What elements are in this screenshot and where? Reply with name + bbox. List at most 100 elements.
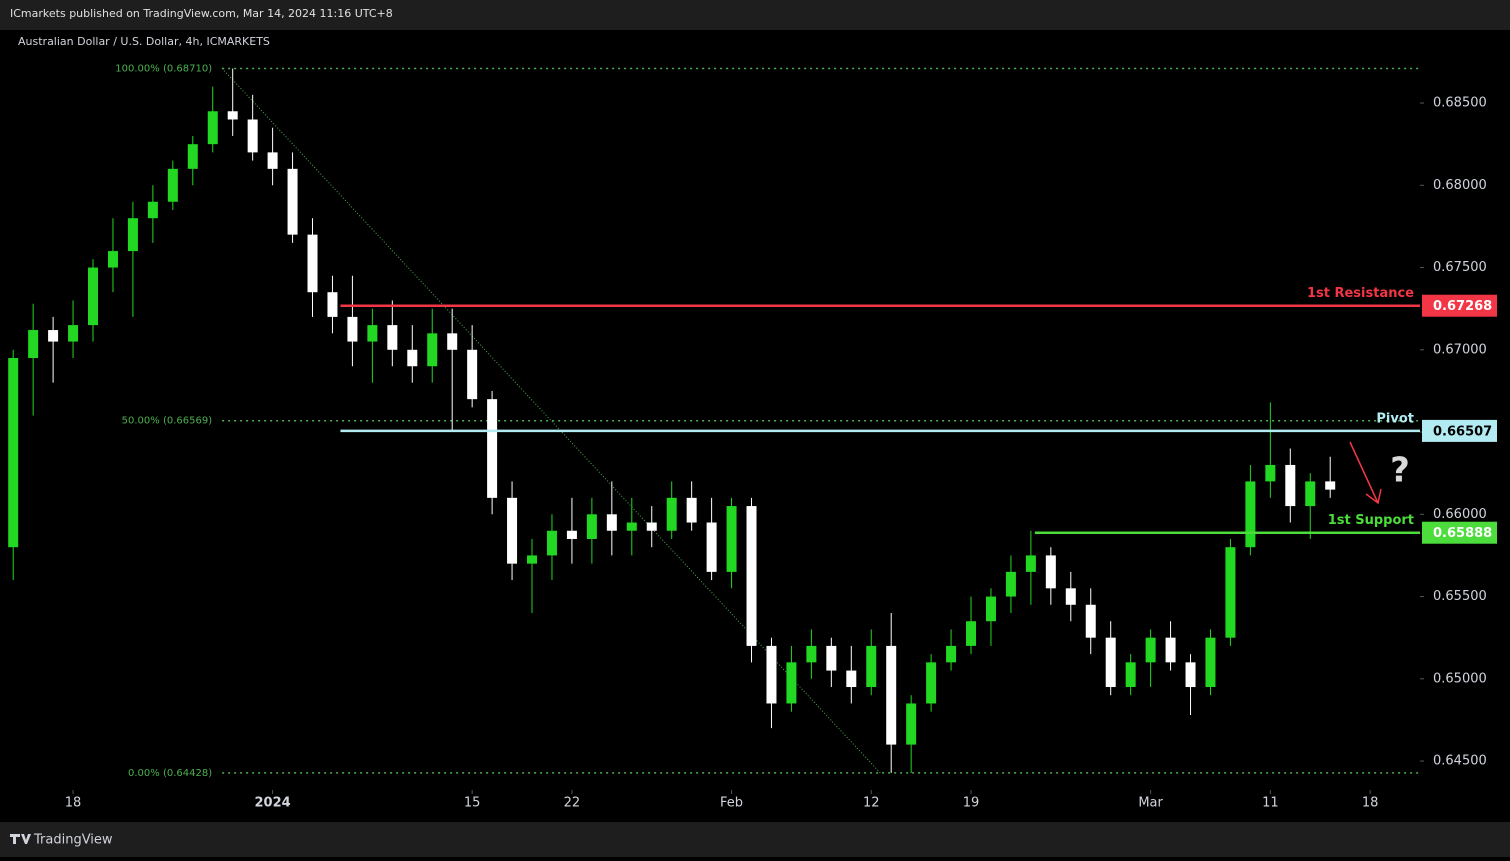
candle-body (706, 522, 717, 572)
candle-body (447, 333, 458, 350)
x-tick-label: Feb (720, 796, 743, 811)
candle-body (846, 670, 857, 688)
candle-body (127, 218, 138, 252)
candle-body (666, 497, 677, 531)
candle-body (1265, 464, 1276, 482)
candle-body (786, 662, 797, 704)
footer-brand: TradingView (33, 833, 113, 848)
fib-label: 50.00% (0.66569) (122, 416, 213, 427)
candle-body (1305, 481, 1316, 507)
candle-body (327, 292, 338, 317)
candle-body (407, 349, 418, 367)
logo (10, 834, 31, 844)
candle-body (1025, 555, 1036, 572)
candle-body (906, 703, 917, 745)
candle-body (566, 530, 577, 539)
candle-body (746, 506, 757, 646)
x-tick-label: 2024 (255, 796, 291, 811)
candle-body (1185, 662, 1196, 688)
level-box (1422, 419, 1497, 442)
x-tick-label: 18 (65, 796, 82, 811)
candle-body (487, 399, 498, 498)
x-tick-label: Mar (1138, 796, 1163, 811)
candle-body (1045, 555, 1056, 589)
candle-body (1165, 637, 1176, 663)
candle-body (606, 514, 617, 531)
candle-body (886, 645, 897, 745)
candle-body (187, 144, 198, 169)
candle-body (966, 621, 977, 646)
x-tick-label: 11 (1262, 796, 1279, 811)
x-tick-label: 22 (564, 796, 581, 811)
candle-body (1065, 588, 1076, 605)
y-tick-label: 0.68000 (1433, 178, 1487, 193)
candle-body (527, 555, 538, 564)
candle-body (1085, 604, 1096, 638)
level-name: 1st Support (1328, 513, 1414, 528)
candle-body (866, 645, 877, 688)
y-tick-label: 0.65000 (1433, 671, 1487, 686)
plot-bg (0, 30, 1510, 822)
x-tick-label: 15 (464, 796, 481, 811)
fib-label: 0.00% (0.64428) (128, 768, 212, 779)
candle-body (985, 596, 996, 622)
candle-body (427, 333, 438, 367)
candle-body (826, 645, 837, 671)
candle-body (48, 330, 59, 342)
candle-body (806, 645, 817, 663)
fib-label: 100.00% (0.68710) (115, 63, 212, 74)
candle-body (1325, 481, 1336, 490)
level-box (1422, 294, 1497, 317)
publisher: ICmarkets published on TradingView.com, … (10, 7, 393, 20)
candle-body (207, 111, 218, 145)
candle-body (247, 119, 258, 153)
candle-body (28, 330, 39, 359)
candle-body (8, 358, 19, 548)
y-tick-label: 0.65500 (1433, 589, 1487, 604)
y-tick-label: 0.64500 (1433, 754, 1487, 769)
candle-body (88, 267, 99, 326)
candle-body (1005, 571, 1016, 597)
level-name: Pivot (1376, 411, 1414, 426)
level-box (1422, 521, 1497, 544)
candle-body (1145, 637, 1156, 663)
annotation: ? (1390, 451, 1410, 491)
candle-body (227, 111, 238, 120)
candle-body (766, 645, 777, 704)
candle-body (1225, 547, 1236, 638)
candle-body (387, 325, 398, 350)
level-value: 0.67268 (1433, 299, 1492, 314)
candle-body (1105, 637, 1116, 688)
footer-bar (0, 822, 1510, 857)
candle-body (147, 201, 158, 219)
candle-body (307, 234, 318, 293)
candle-body (1245, 481, 1256, 548)
candle-body (167, 168, 178, 202)
candle-body (467, 349, 478, 400)
candle-body (1205, 637, 1216, 688)
candle-body (1285, 464, 1296, 507)
candle-body (107, 251, 118, 268)
level-name: 1st Resistance (1307, 286, 1414, 301)
candle-body (367, 325, 378, 342)
candle-body (507, 497, 518, 564)
arrow (1349, 441, 1382, 505)
candle-body (726, 506, 737, 572)
candle-body (546, 530, 557, 556)
level-value: 0.66507 (1433, 424, 1492, 439)
candle-body (1125, 662, 1136, 688)
y-tick-label: 0.67500 (1433, 260, 1487, 275)
candle-body (586, 514, 597, 539)
candle-body (267, 152, 278, 169)
chart-title: Australian Dollar / U.S. Dollar, 4h, ICM… (18, 35, 270, 48)
y-tick-label: 0.68500 (1433, 96, 1487, 111)
candle-body (68, 325, 79, 342)
y-tick-label: 0.67000 (1433, 342, 1487, 357)
x-tick-label: 19 (963, 796, 980, 811)
x-tick-label: 12 (863, 796, 880, 811)
header-bar (0, 0, 1510, 30)
candle-body (626, 522, 637, 531)
candle-body (946, 645, 957, 663)
